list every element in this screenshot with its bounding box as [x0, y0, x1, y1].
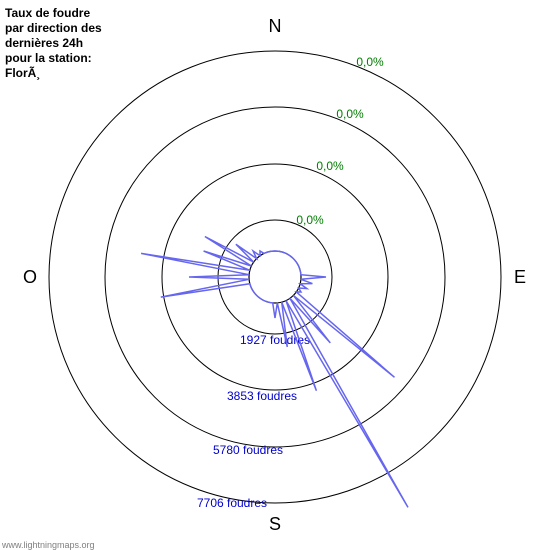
- cardinal-label: E: [514, 267, 526, 287]
- percent-label: 0,0%: [296, 213, 324, 227]
- cardinal-label: O: [23, 267, 37, 287]
- polar-chart: NSEO0,0%0,0%0,0%0,0%1927 foudres3853 fou…: [0, 0, 550, 550]
- foudres-label: 7706 foudres: [197, 496, 267, 510]
- foudres-label: 3853 foudres: [227, 389, 297, 403]
- percent-label: 0,0%: [356, 55, 384, 69]
- rose-outline: [141, 237, 408, 508]
- percent-label: 0,0%: [316, 159, 344, 173]
- foudres-label: 5780 foudres: [213, 443, 283, 457]
- percent-label: 0,0%: [336, 107, 364, 121]
- cardinal-label: N: [269, 16, 282, 36]
- grid-ring: [49, 51, 501, 503]
- cardinal-label: S: [269, 514, 281, 534]
